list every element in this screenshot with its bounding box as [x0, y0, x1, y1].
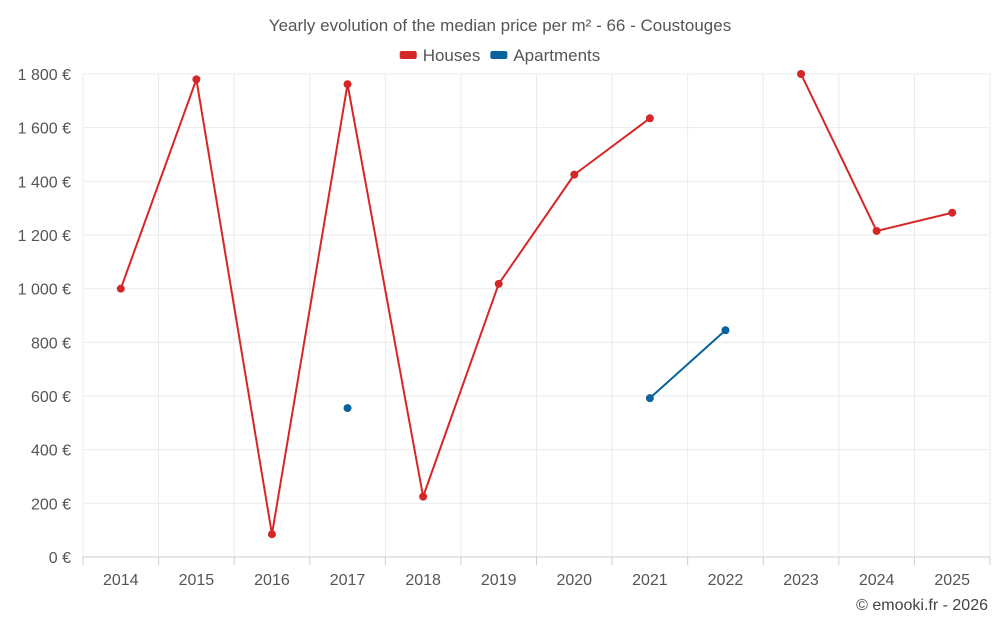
x-tick-label: 2014	[103, 572, 139, 589]
y-tick-label: 1 000 €	[18, 282, 71, 299]
x-tick-label: 2015	[179, 572, 215, 589]
houses-point[interactable]	[872, 226, 881, 235]
y-axis: 0 € 200 € 400 € 600 € 800 € 1 000 € 1 200 € 1 4…	[18, 67, 71, 567]
legend-swatch	[490, 51, 508, 59]
y-tick-label: 1 200 €	[18, 228, 71, 245]
houses-point[interactable]	[267, 530, 276, 539]
x-tick-label: 2025	[934, 572, 970, 589]
series-layer	[116, 70, 957, 539]
legend-swatch	[399, 51, 417, 59]
y-tick-label: 1 600 €	[18, 121, 71, 138]
credit-text: © emooki.fr - 2026	[856, 597, 988, 614]
apartments-point[interactable]	[645, 394, 654, 403]
y-tick-label: 1 400 €	[18, 174, 71, 191]
y-tick-label: 1 800 €	[18, 67, 71, 84]
houses-point[interactable]	[645, 114, 654, 123]
x-tick-label: 2023	[783, 572, 819, 589]
x-tick-label: 2017	[330, 572, 366, 589]
apartments-point[interactable]	[721, 326, 730, 335]
houses-point[interactable]	[343, 80, 352, 89]
y-tick-label: 600 €	[31, 389, 71, 406]
x-axis: 2014 2015 2016 2017 2018 2019 2020 2021 2022 2023…	[82, 556, 991, 589]
x-tick-label: 2019	[481, 572, 517, 589]
houses-point[interactable]	[570, 170, 579, 179]
houses-point[interactable]	[116, 284, 125, 293]
legend-item-apartments[interactable]: Apartments	[490, 46, 600, 65]
houses-point[interactable]	[797, 70, 806, 78]
x-tick-label: 2021	[632, 572, 668, 589]
legend-label: Apartments	[513, 46, 600, 65]
legend: Houses Apartments	[399, 46, 600, 65]
houses-point[interactable]	[494, 279, 503, 288]
apartments-point[interactable]	[343, 404, 352, 413]
x-tick-label: 2024	[859, 572, 895, 589]
chart-title: Yearly evolution of the median price per…	[269, 16, 731, 35]
y-tick-label: 800 €	[31, 335, 71, 352]
y-tick-label: 200 €	[31, 496, 71, 513]
houses-line	[119, 78, 651, 536]
houses-point[interactable]	[419, 492, 428, 501]
grid	[82, 73, 991, 558]
houses-point[interactable]	[192, 75, 201, 84]
legend-item-houses[interactable]: Houses	[399, 46, 481, 65]
x-tick-label: 2020	[556, 572, 592, 589]
x-tick-label: 2018	[405, 572, 441, 589]
x-tick-label: 2016	[254, 572, 290, 589]
legend-label: Houses	[423, 46, 481, 65]
x-tick-label: 2022	[708, 572, 744, 589]
apartments-line	[649, 329, 727, 399]
y-tick-label: 0 €	[49, 550, 71, 567]
y-tick-label: 400 €	[31, 443, 71, 460]
houses-line	[800, 73, 953, 232]
houses-point[interactable]	[948, 208, 957, 217]
